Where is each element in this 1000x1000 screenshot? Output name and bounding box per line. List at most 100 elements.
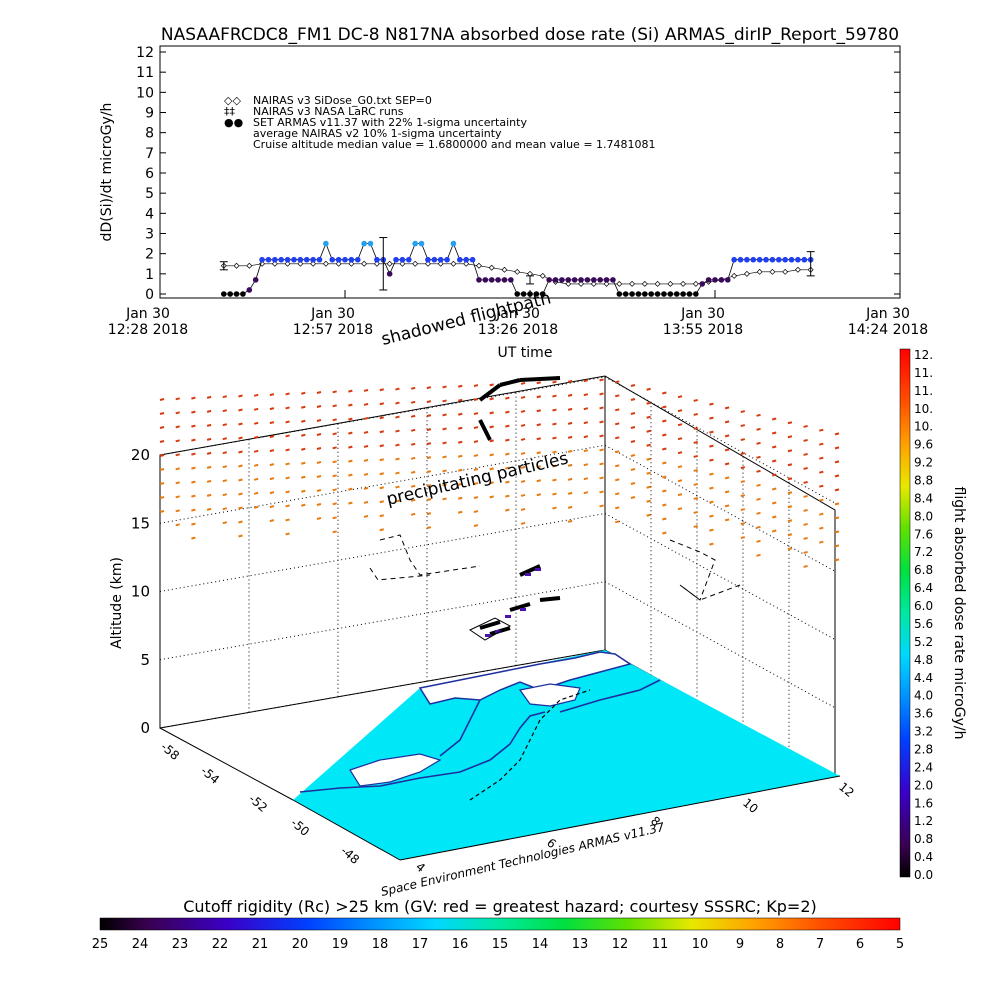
curtain-dash [363,514,369,518]
dose-colorbar: 12. 11. 11. 10. 10. 9.6 9.2 8.8 8.4 8.0 7.6 7.2 6.8 6… [899,348,967,882]
armas-point [482,277,489,283]
curtain-dash [709,416,714,420]
curtain-dash [301,461,306,465]
rigidity-colorbar-tick: 5 [896,937,904,952]
curtain-dash [332,516,337,520]
dose-colorbar-tick: 2.4 [914,760,933,774]
x-tick-label-date: Jan 30 [680,306,725,322]
curtain-dash [410,456,416,460]
curtain-dash [505,508,510,512]
armas-point [527,291,533,297]
curtain-dash [756,525,761,529]
curtain-dash [505,494,510,498]
curtain-dash [740,438,746,442]
curtain-dash [771,445,777,449]
x-tick-label-time: 14:24 2018 [848,322,928,338]
curtain-dash [238,506,243,510]
curtain-dash [206,493,212,497]
curtain-dash [458,398,463,402]
armas-point [348,256,355,263]
curtain-dash [348,389,353,393]
curtain-dash [724,504,730,508]
curtain-dash [803,564,808,568]
armas-point [610,277,616,283]
curtain-dash [206,409,212,413]
armas-line [223,242,811,295]
armas-point [533,291,540,297]
armas-point [354,256,361,263]
curtain-dash [520,437,526,441]
y-tick-label: 3 [145,227,154,243]
rigidity-colorbar-tick: 13 [572,937,589,952]
curtain-dash [253,435,259,439]
rigidity-colorbar-label: Cutoff rigidity (Rc) >25 km (GV: red = g… [183,897,817,916]
curtain-dash [819,498,824,502]
curtain-dash [630,384,636,387]
curtain-dash [567,449,573,453]
nairas-point [386,260,393,267]
curtain-dash [505,452,510,456]
curtain-dash [552,394,557,398]
armas-point [699,281,706,287]
dose-colorbar-tick: 9.6 [914,438,933,452]
curtain-dash [191,480,196,484]
curtain-dash [599,448,604,452]
coastline [299,679,661,793]
curtain-dash [442,413,447,417]
armas-point [686,291,693,297]
curtain-dash [709,500,714,504]
curtain-dash [175,411,180,415]
grid-line-z [604,444,836,572]
curtain-dash [693,510,698,514]
curtain-dash [756,483,761,487]
armas-point [450,240,457,247]
armas-point [648,291,655,297]
curtain-dash [567,477,573,481]
curtain-dash [489,383,494,387]
armas-point [303,256,310,263]
curtain-dash [489,481,494,485]
dose-colorbar-tick: 0.8 [914,832,933,846]
curtain-dash [426,442,432,446]
curtain-dash [787,477,793,481]
dose-colorbar-tick: 3.2 [914,725,933,739]
curtain-dash [332,418,337,422]
curtain-dash [395,415,400,419]
curtain-dash [740,494,746,498]
curtain-dash [599,406,604,410]
rigidity-colorbar-tick: 12 [612,937,629,952]
rigidity-colorbar-gradient [99,917,901,931]
armas-point [769,256,776,263]
armas-point [291,256,297,263]
armas-point [782,256,788,263]
curtain-dash [316,419,322,422]
curtain-dash [819,442,824,446]
map-tick-label-bottom: 10 [740,796,761,817]
armas-point [233,291,240,297]
curtain-dash [285,462,290,466]
curtain-dash [159,426,165,429]
curtain-dash [787,449,793,453]
curtain-dash [819,470,824,474]
curtain-dash [724,518,730,522]
armas-point [571,277,578,283]
curtain-dash [803,550,808,554]
curtain-dash [520,395,526,399]
curtain-dash [222,479,228,483]
nairas-point [578,280,585,287]
curtain-dash [693,524,698,528]
altitude-tick-label: 20 [131,446,150,464]
curtain-dash [740,466,746,470]
curtain-dash [395,471,400,475]
curtain-dash [332,432,337,436]
curtain-dash [552,492,557,496]
curtain-dash [175,425,180,429]
dose-colorbar-ticks: 12. 11. 11. 10. 10. 9.6 9.2 8.8 8.4 8.0 7.6 7.2 6.8 6… [914,348,933,882]
armas-point [431,256,438,263]
dose-colorbar-tick: 8.4 [914,491,933,505]
curtain-dash [724,476,730,480]
curtain-dash [348,445,353,449]
armas-point [342,256,348,263]
curtain-dash [238,464,243,468]
